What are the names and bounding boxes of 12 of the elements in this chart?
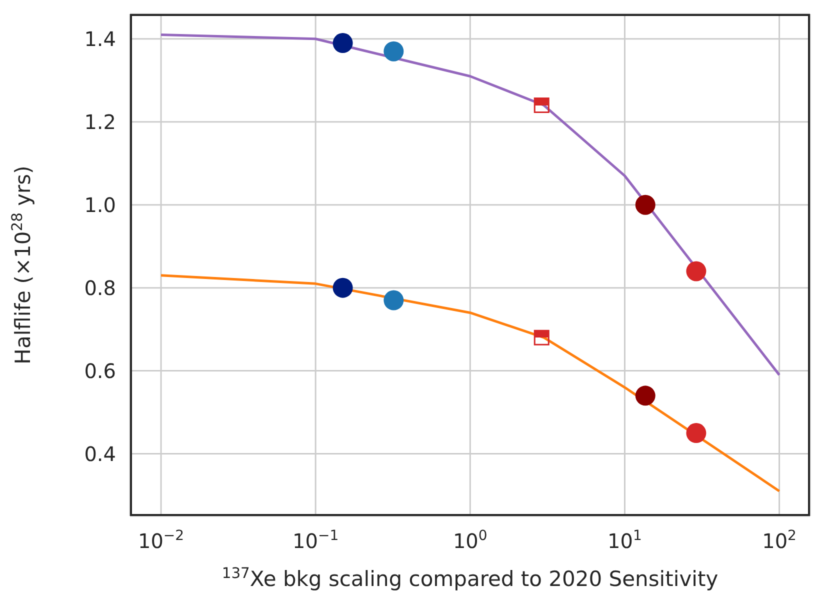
y-tick-label: 0.4 bbox=[84, 442, 116, 466]
x-tick-label: 10$^{1}$ bbox=[608, 528, 642, 553]
y-tick-label: 1.2 bbox=[84, 110, 116, 134]
y-tick-label: 0.6 bbox=[84, 358, 116, 383]
x-tick-label: 10$^{−1}$ bbox=[292, 528, 339, 553]
y-tick-label: 1.0 bbox=[84, 192, 116, 217]
y-tick-label: 0.8 bbox=[84, 276, 116, 300]
x-tick-label: 10$^{0}$ bbox=[452, 528, 488, 553]
x-tick-label: 10$^{2}$ bbox=[762, 528, 796, 553]
x-axis-title: $^{137}$Xe bkg scaling compared to 2020 Sensitivity bbox=[222, 564, 718, 591]
y-tick-label: 1.4 bbox=[84, 26, 116, 51]
x-tick-label: 10$^{−2}$ bbox=[138, 528, 184, 553]
